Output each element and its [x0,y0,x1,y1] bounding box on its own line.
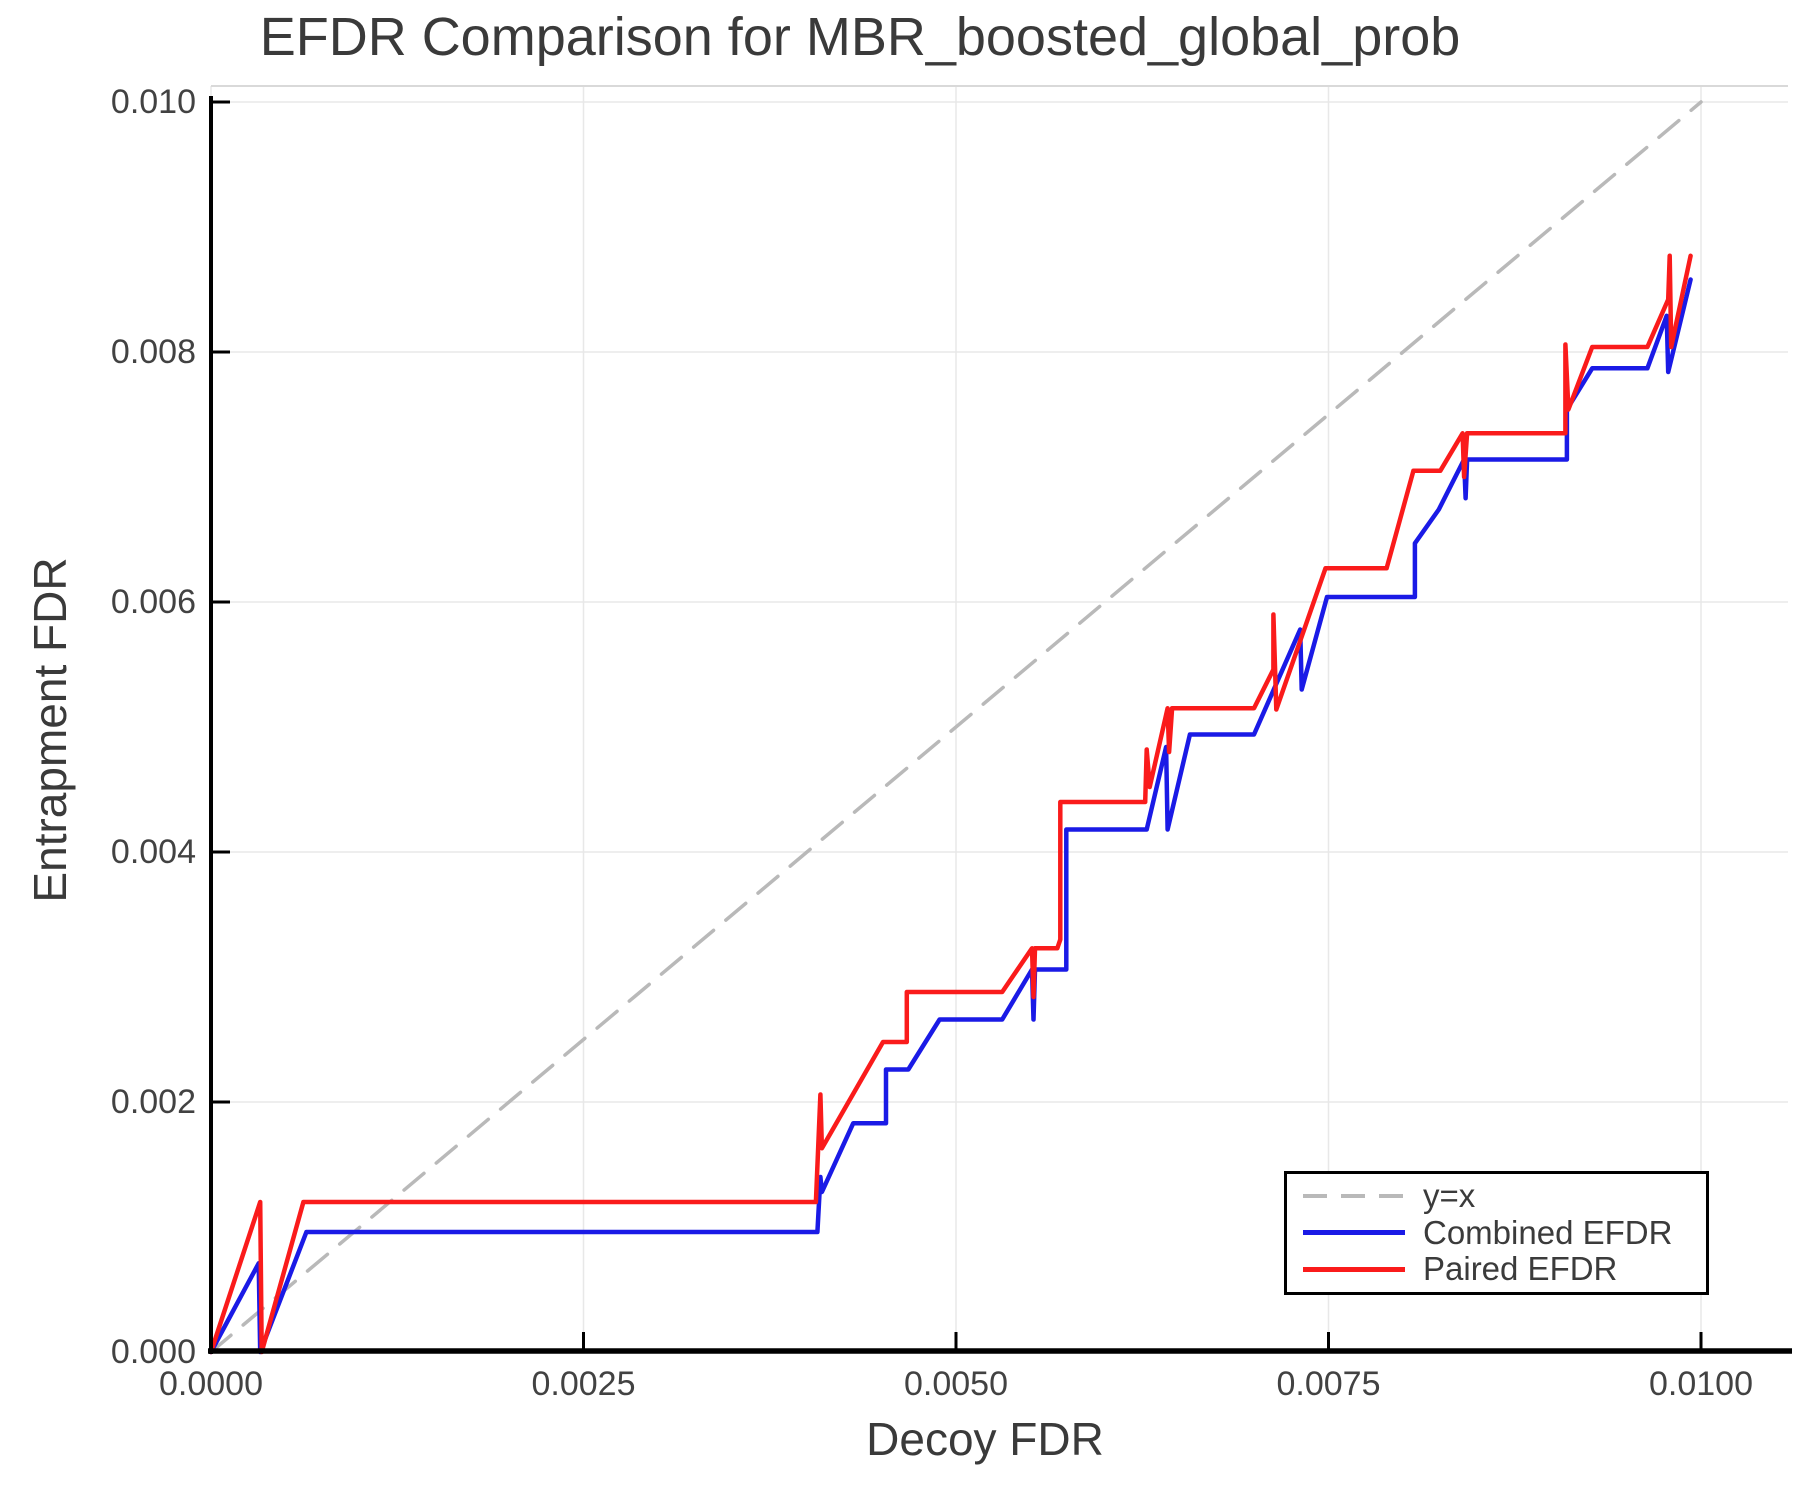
y-axis-title: Entrapment FDR [24,557,76,903]
y-tick-label: 0.004 [110,833,196,871]
y-tick-label: 0.000 [110,1333,196,1371]
legend-item-paired-efdr: Paired EFDR [1303,1251,1700,1287]
x-tick-label: 0.0100 [1649,1365,1753,1403]
x-tick-label: 0.0025 [531,1365,636,1403]
series-line-combined-efdr [208,277,1693,1355]
red-line-swatch-icon [1303,1267,1405,1273]
x-tick-label: 0.0050 [904,1365,1008,1403]
series-line-paired-efdr [208,253,1693,1355]
y-tick-label: 0.008 [110,333,196,371]
legend-item-yx: y=x [1303,1177,1700,1215]
legend-label: Combined EFDR [1423,1213,1673,1251]
chart-title: EFDR Comparison for MBR_boosted_global_p… [259,7,1461,67]
series-line-y-x [209,100,1703,1354]
x-tick-label: 0.0000 [159,1365,263,1403]
legend-label: Paired EFDR [1423,1250,1618,1288]
legend-label: y=x [1423,1177,1476,1215]
legend-item-combined-efdr: Combined EFDR [1303,1213,1700,1251]
dashed-line-swatch-icon [1303,1194,1405,1199]
x-axis-title: Decoy FDR [866,1413,1104,1465]
blue-line-swatch-icon [1303,1230,1405,1236]
y-tick-label: 0.006 [110,583,196,621]
x-tick-label: 0.0075 [1276,1365,1381,1403]
y-tick-label: 0.010 [110,83,196,121]
y-tick-label: 0.002 [110,1083,196,1121]
legend: y=x Combined EFDR Paired EFDR [1284,1171,1709,1295]
